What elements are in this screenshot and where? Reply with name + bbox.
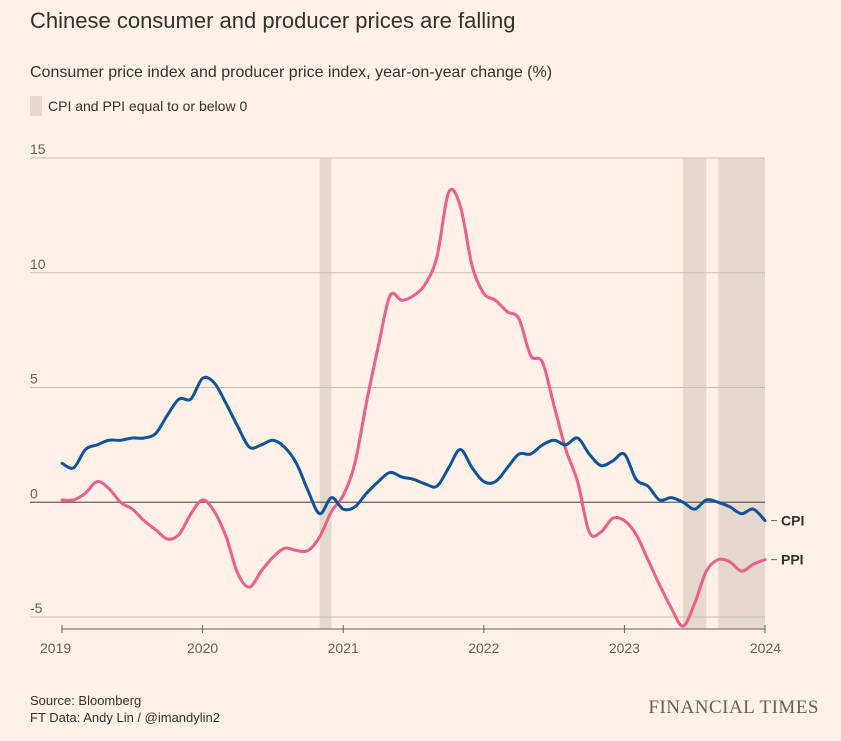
chart-title: Chinese consumer and producer prices are…	[30, 8, 516, 33]
x-tick-label: 2024	[750, 640, 781, 656]
series-lines	[60, 187, 767, 628]
series-line-ppi	[60, 187, 767, 628]
y-tick-label: 5	[30, 371, 38, 387]
y-axis-ticks: 15 10 5 0 -5	[30, 141, 46, 616]
ft-logo: FINANCIAL TIMES	[648, 697, 819, 718]
y-tick-label: 0	[30, 485, 38, 501]
source-note: Source: Bloomberg FT Data: Andy Lin / @i…	[30, 692, 220, 726]
x-tick-label: 2022	[468, 640, 499, 656]
series-end-labels: CPI PPI	[771, 513, 804, 568]
y-tick-label: -5	[30, 600, 43, 616]
x-axis-ticks: 2019 2020 2021 2022 2023 2024	[40, 625, 781, 656]
end-label-ppi: PPI	[781, 552, 804, 568]
credit-text: FT Data: Andy Lin / @imandylin2	[30, 710, 220, 725]
end-label-cpi: CPI	[781, 513, 804, 529]
source-text: Source: Bloomberg	[30, 693, 142, 708]
gridlines	[30, 157, 765, 618]
legend: CPI and PPI equal to or below 0	[30, 96, 247, 116]
shaded-region-1	[683, 158, 707, 629]
x-tick-label: 2023	[609, 640, 640, 656]
legend-label: CPI and PPI equal to or below 0	[48, 98, 248, 114]
shaded-region-2	[718, 158, 765, 629]
chart-subtitle: Consumer price index and producer price …	[30, 64, 553, 81]
legend-shade-swatch	[30, 96, 42, 116]
y-tick-label: 10	[30, 256, 46, 272]
shaded-region-0	[319, 158, 332, 629]
series-line-cpi	[60, 375, 767, 523]
y-tick-label: 15	[30, 141, 46, 157]
shaded-regions	[319, 158, 765, 629]
x-tick-label: 2019	[40, 640, 71, 656]
x-tick-label: 2021	[328, 640, 359, 656]
x-tick-label: 2020	[187, 640, 218, 656]
